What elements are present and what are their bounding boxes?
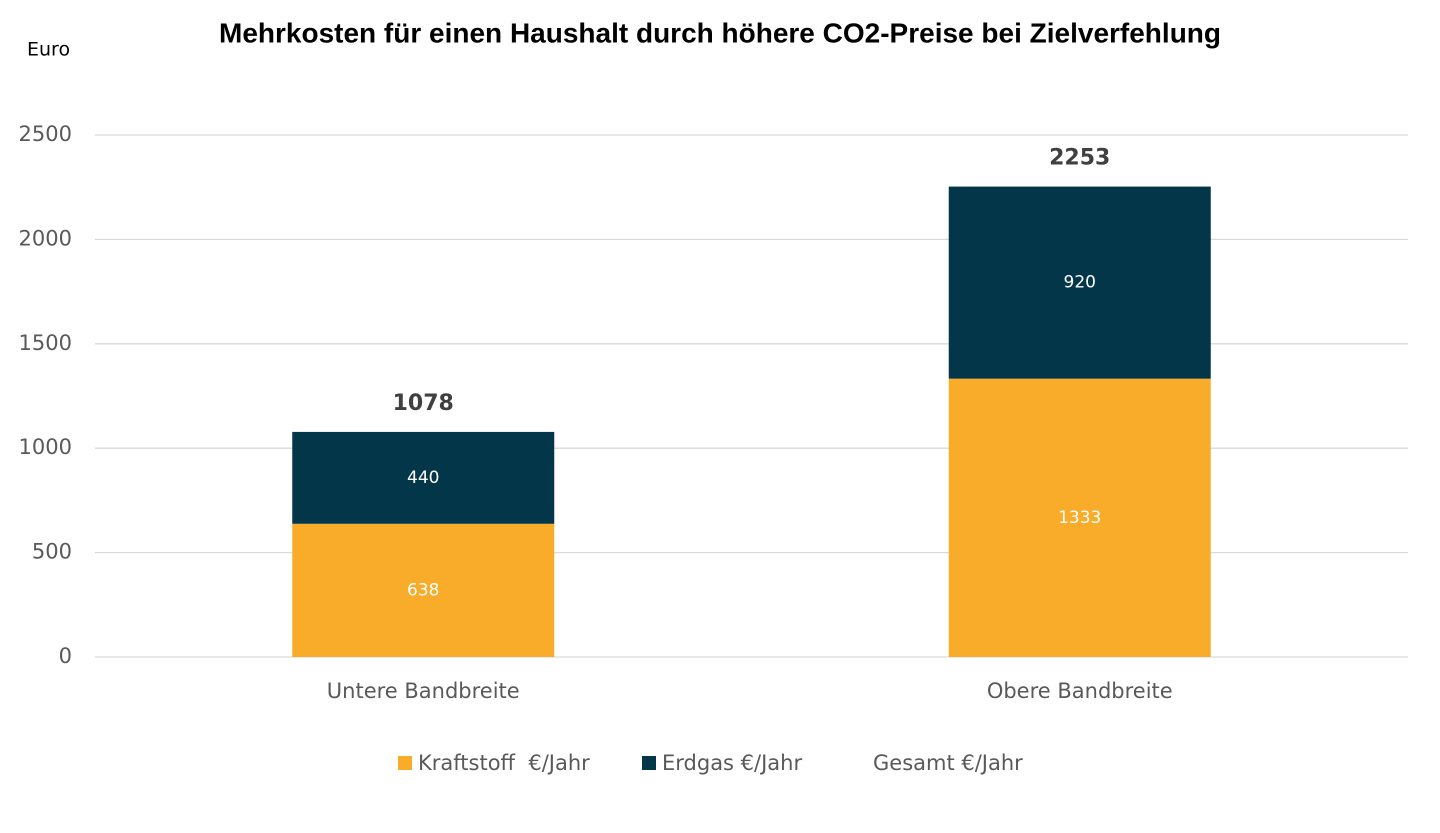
y-tick-label: 2500 [19, 122, 72, 146]
x-tick-label: Untere Bandbreite [327, 679, 520, 703]
data-label: 638 [407, 580, 439, 600]
bar-segment [292, 523, 555, 657]
legend-marker [398, 756, 412, 770]
data-label: 920 [1064, 273, 1096, 293]
y-tick-label: 1000 [19, 435, 72, 459]
legend-label: Gesamt €/Jahr [873, 751, 1023, 775]
bar-segment [948, 186, 1211, 379]
total-label: 1078 [393, 391, 454, 416]
y-axis-label: Euro [27, 39, 70, 61]
y-tick-label: 500 [32, 540, 72, 564]
legend-label: Kraftstoff €/Jahr [418, 751, 590, 775]
y-tick-label: 0 [59, 644, 72, 668]
legend-marker [642, 756, 656, 770]
total-label: 2253 [1049, 146, 1110, 171]
data-label: 1333 [1058, 508, 1101, 528]
y-tick-label: 2000 [19, 226, 72, 250]
bar-segment [948, 378, 1211, 657]
y-tick-label: 1500 [19, 331, 72, 355]
bar-segment [292, 431, 555, 524]
data-label: 440 [407, 468, 439, 488]
x-tick-label: Obere Bandbreite [987, 679, 1173, 703]
chart-title: Mehrkosten für einen Haushalt durch höhe… [219, 17, 1221, 48]
legend-label: Erdgas €/Jahr [662, 751, 802, 775]
